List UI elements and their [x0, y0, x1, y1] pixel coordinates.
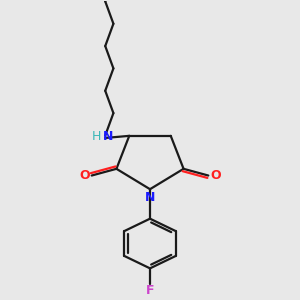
Text: F: F [146, 284, 154, 298]
Text: O: O [210, 169, 221, 182]
Text: N: N [145, 191, 155, 204]
Text: H: H [91, 130, 101, 143]
Text: O: O [79, 169, 90, 182]
Text: N: N [103, 130, 113, 143]
